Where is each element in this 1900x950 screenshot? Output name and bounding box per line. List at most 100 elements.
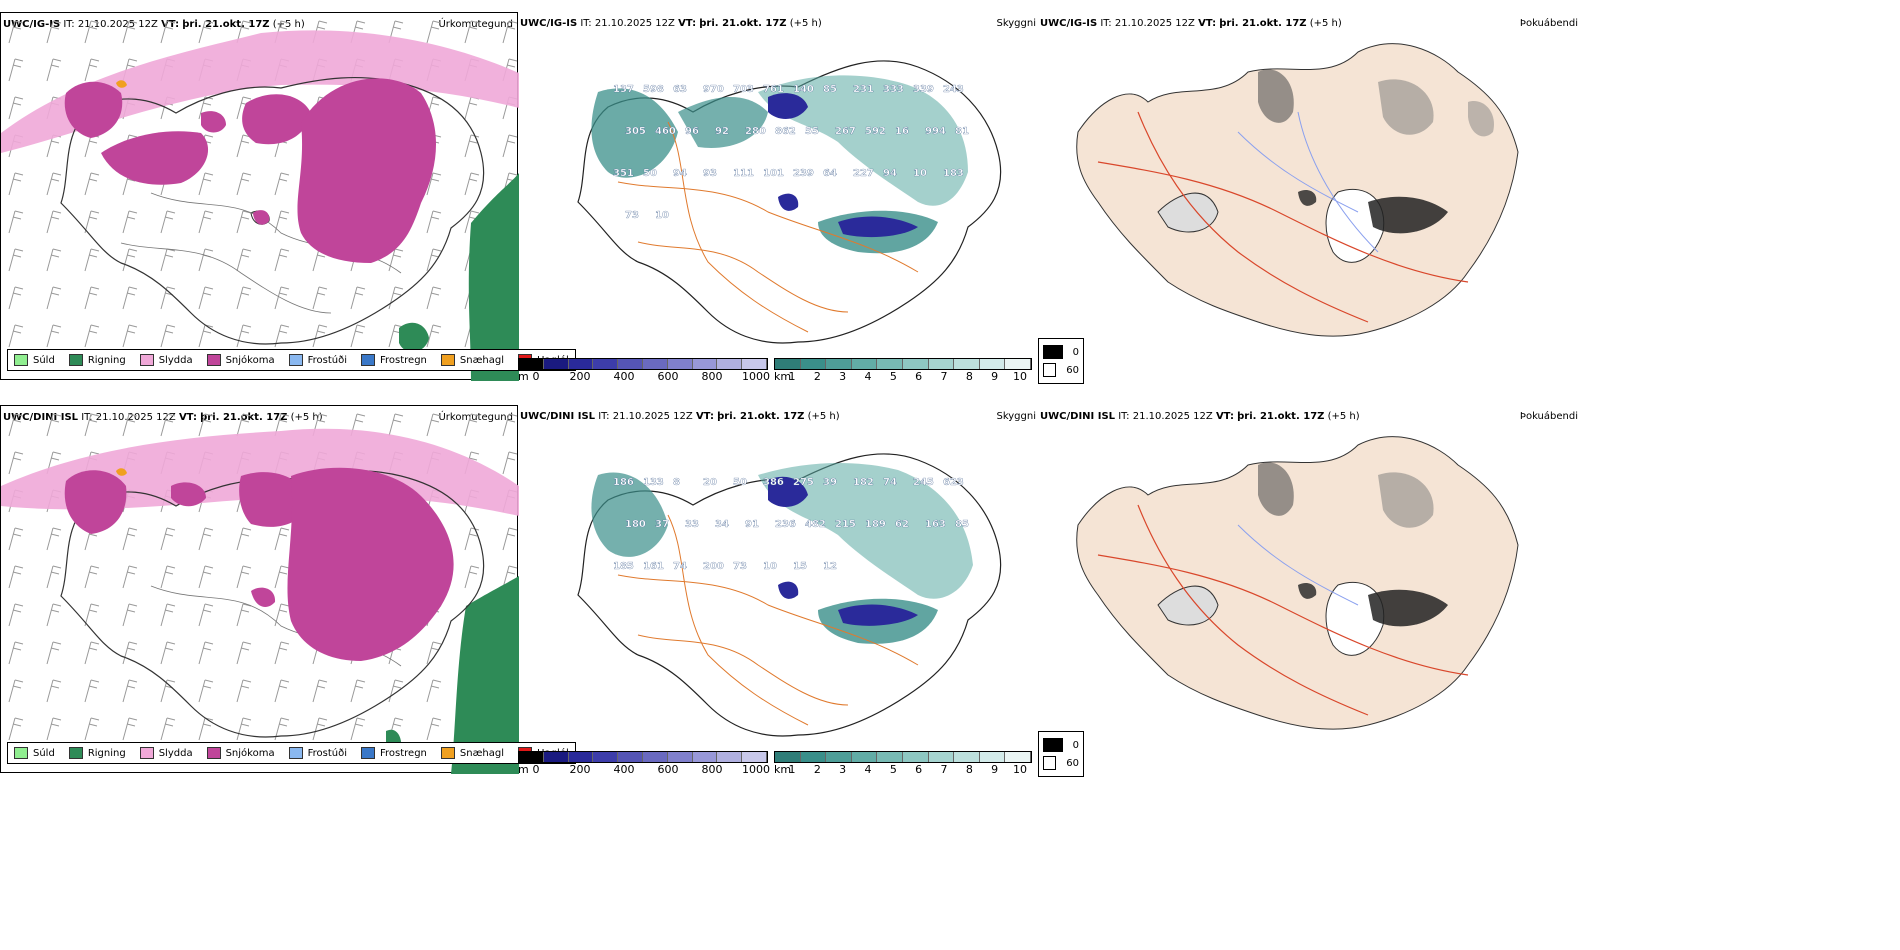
- visibility-value-label: 623: [943, 477, 964, 488]
- fog-legend-swatch: [1043, 363, 1057, 377]
- legend-swatch: [288, 354, 303, 366]
- panel-header: UWC/IG-IS IT: 21.10.2025 12Z VT: þri. 21…: [520, 18, 822, 29]
- legend-item: Súld: [14, 354, 55, 366]
- visibility-value-label: 243: [943, 84, 964, 95]
- visibility-value-label: 236: [775, 519, 796, 530]
- visibility-value-label: 94: [883, 168, 897, 179]
- precip-legend: Súld Rigning Slydda Snjókoma Frostúði Frostre…: [7, 349, 576, 371]
- scale-tick: 200: [569, 370, 591, 383]
- legend-label: Frostúði: [307, 747, 347, 759]
- scale-tick: 5: [889, 763, 897, 776]
- scale-tick: 10: [1013, 763, 1027, 776]
- visibility-value-label: 970: [703, 84, 724, 95]
- visibility-value-label: 8: [673, 477, 680, 488]
- visibility-value-label: 39: [823, 477, 837, 488]
- scale-segment: [877, 359, 903, 369]
- legend-item: Súld: [14, 747, 55, 759]
- panel-header: UWC/IG-IS IT: 21.10.2025 12Z VT: þri. 21…: [1040, 18, 1342, 29]
- fog-legend: 0 60: [1038, 338, 1084, 384]
- visibility-value-label: 74: [673, 561, 687, 572]
- scale-segment: [902, 752, 929, 762]
- scale-tick: 600: [657, 763, 679, 776]
- scale-segment: [593, 359, 619, 369]
- legend-label: Súld: [33, 747, 55, 759]
- fog-legend: 0 60: [1038, 731, 1084, 777]
- scale-segment: [851, 359, 878, 369]
- visibility-value-label: 386: [763, 477, 784, 488]
- visibility-value-label: 93: [703, 168, 717, 179]
- scale-segment: [1005, 752, 1031, 762]
- scale-segment: [979, 359, 1006, 369]
- legend-label: Frostregn: [380, 354, 427, 366]
- precip-legend: Súld Rigning Slydda Snjókoma Frostúði Frostre…: [7, 742, 576, 764]
- scale-tick: 10: [1013, 370, 1027, 383]
- visibility-value-label: 598: [643, 84, 664, 95]
- visibility-value-label: 20: [703, 477, 717, 488]
- visibility-value-label: 200: [703, 561, 724, 572]
- visibility-value-label: 33: [685, 519, 699, 530]
- precip-map: [1, 13, 519, 381]
- visibility-value-label: 761: [763, 84, 784, 95]
- scale-tick: 2: [813, 763, 821, 776]
- scale-tick: 6: [915, 763, 923, 776]
- visibility-value-label: 64: [823, 168, 837, 179]
- legend-label: Súld: [33, 354, 55, 366]
- scale-segment: [717, 752, 743, 762]
- scale-segment: [667, 752, 693, 762]
- precip-type-panel-bottom: UWC/DINI ISL IT: 21.10.2025 12Z VT: þri.…: [0, 405, 576, 774]
- visibility-value-label: 994: [925, 126, 946, 137]
- legend-swatch: [14, 354, 28, 366]
- scale-segment: [851, 752, 878, 762]
- visibility-panel-top: UWC/IG-IS IT: 21.10.2025 12Z VT: þri. 21…: [518, 12, 1038, 383]
- visibility-value-label: 180: [625, 519, 646, 530]
- visibility-value-label: 111: [733, 168, 754, 179]
- visibility-value-label: 73: [733, 561, 747, 572]
- visibility-value-label: 189: [865, 519, 886, 530]
- visibility-value-label: 460: [655, 126, 676, 137]
- visibility-value-label: 16: [895, 126, 909, 137]
- legend-item: Frostúði: [288, 354, 347, 366]
- legend-label: Snjókoma: [225, 747, 275, 759]
- scale-tick: 2: [813, 370, 821, 383]
- scale-segment: [928, 359, 955, 369]
- legend-swatch: [139, 354, 154, 366]
- scale-segment: [979, 752, 1006, 762]
- legend-label: Rigning: [87, 747, 126, 759]
- visibility-value-label: 85: [823, 84, 837, 95]
- visibility-value-label: 101: [763, 168, 784, 179]
- visibility-value-label: 34: [715, 519, 729, 530]
- scale-tick: 1000: [742, 370, 770, 383]
- visibility-value-label: 333: [883, 84, 904, 95]
- legend-item: Snjókoma: [206, 354, 275, 366]
- scale-segment: [902, 359, 929, 369]
- scale-tick: 800: [701, 763, 723, 776]
- fog-legend-swatch: [1043, 738, 1063, 752]
- visibility-value-label: 91: [745, 519, 759, 530]
- fog-panel-bottom: UWC/DINI ISL IT: 21.10.2025 12Z VT: þri.…: [1038, 405, 1580, 777]
- scale-segment: [877, 752, 903, 762]
- scale-unit: km: [774, 370, 792, 383]
- scale-tick: 9: [991, 370, 999, 383]
- visibility-value-label: 12: [823, 561, 837, 572]
- visibility-value-label: 339: [913, 84, 934, 95]
- fog-map: [1076, 436, 1519, 730]
- scale-segment: [543, 752, 569, 762]
- visibility-value-label: 62: [895, 519, 909, 530]
- legend-item: Frostregn: [361, 747, 427, 759]
- visibility-value-label: 85: [955, 519, 969, 530]
- visibility-value-label: 862: [775, 126, 796, 137]
- visibility-value-label: 227: [853, 168, 874, 179]
- legend-label: Snæhagl: [459, 747, 505, 759]
- scale-segment: [519, 359, 544, 369]
- scale-tick: 1000: [742, 763, 770, 776]
- visibility-map: 186 133 8 20 50 386 275 39 182 74 245 623 180 37 33 34 9…: [577, 453, 1002, 737]
- precip-map: [1, 406, 519, 774]
- visibility-panel-bottom: UWC/DINI ISL IT: 21.10.2025 12Z VT: þri.…: [518, 405, 1038, 776]
- scale-segment: [954, 359, 980, 369]
- scale-segment: [800, 752, 827, 762]
- legend-label: Frostúði: [307, 354, 347, 366]
- visibility-value-label: 137: [613, 84, 634, 95]
- legend-swatch: [206, 354, 221, 366]
- visibility-value-label: 37: [655, 519, 669, 530]
- scale-tick: 3: [839, 370, 847, 383]
